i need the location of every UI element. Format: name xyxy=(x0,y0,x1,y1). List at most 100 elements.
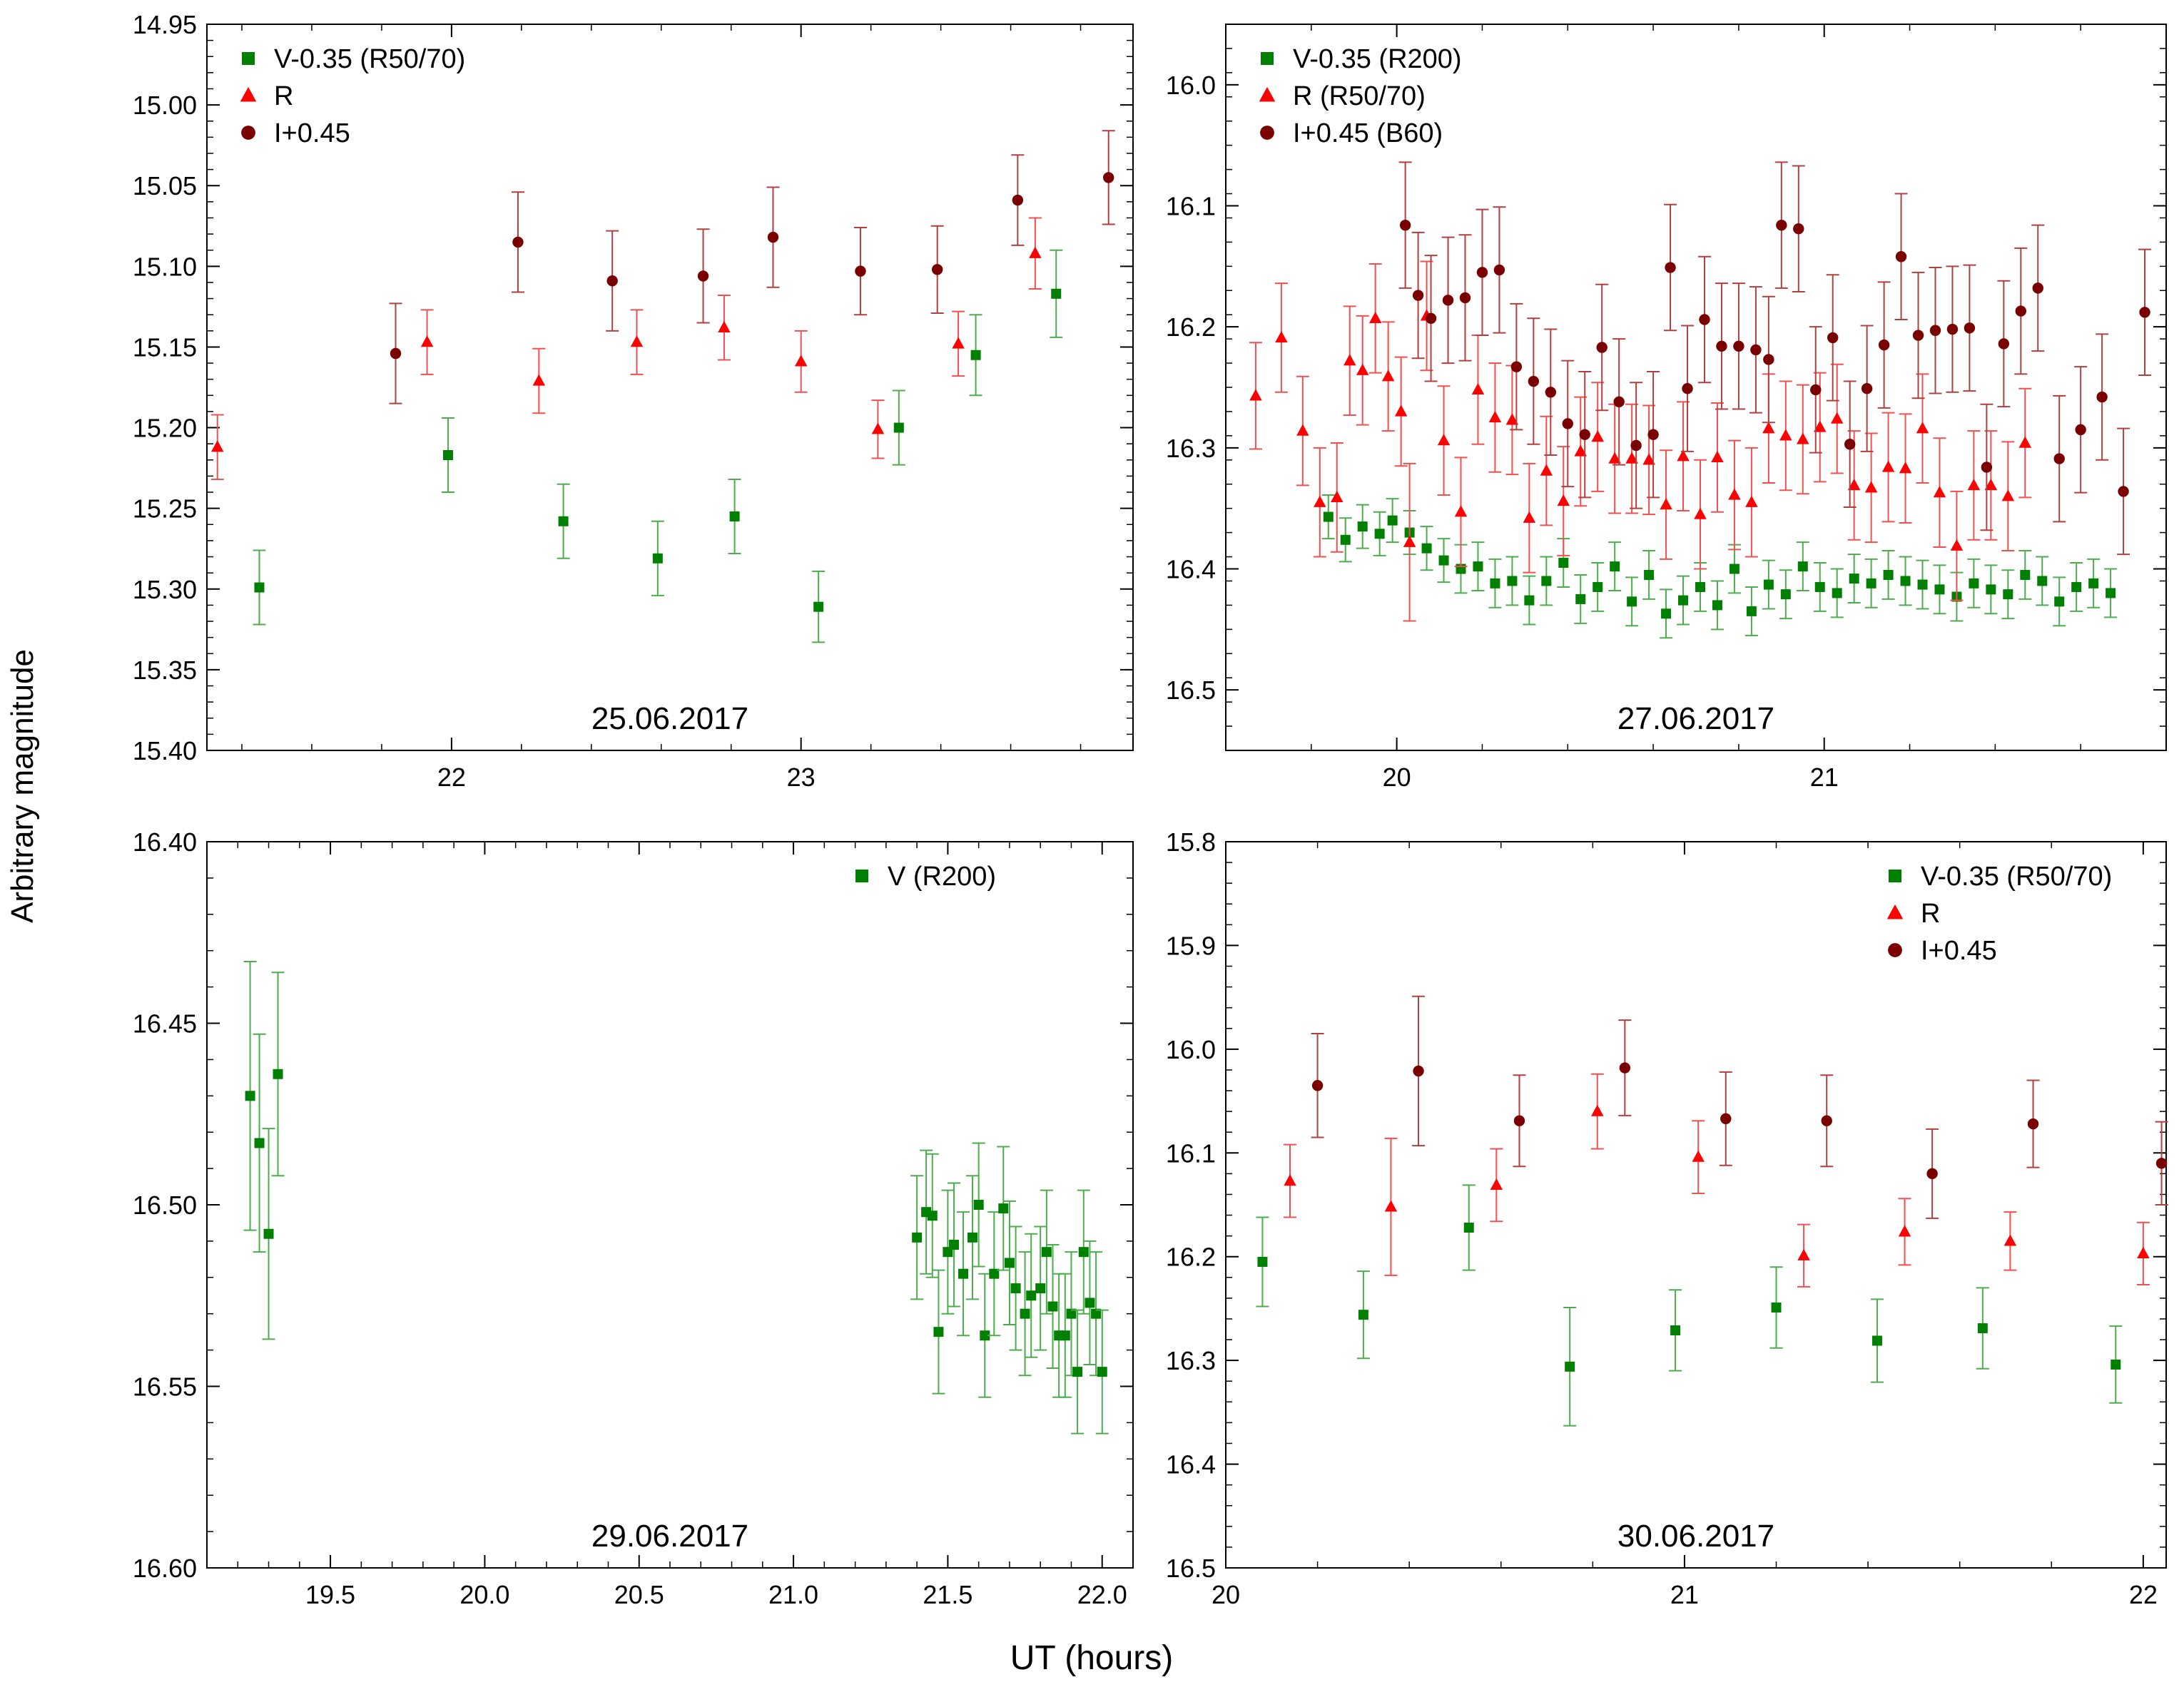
data-point xyxy=(1541,576,1552,586)
legend-marker xyxy=(1886,904,1904,919)
legend-label: V-0.35 (R200) xyxy=(1293,44,1462,74)
data-point xyxy=(1642,453,1655,465)
data-point xyxy=(2037,576,2048,586)
panel-date-title: 29.06.2017 xyxy=(591,1519,748,1554)
legend-label: I+0.45 xyxy=(274,118,350,148)
data-point xyxy=(1399,219,1411,231)
chart-panel-1: 14.95 15.00 15.05 15.10 15.15 15.20 15.25 15.30… xyxy=(133,10,1134,792)
chart-panel-4: 15.8 15.9 16.0 16.1 16.2 16.3 16.4 16.520 21 22 V-… xyxy=(1166,827,2168,1609)
data-point xyxy=(1750,344,1762,356)
data-point xyxy=(697,270,709,282)
data-point xyxy=(1323,511,1334,522)
y-tick-label: 16.4 xyxy=(1166,1450,1216,1479)
data-point xyxy=(1413,1065,1424,1077)
data-point xyxy=(1004,1258,1015,1268)
data-point xyxy=(2018,436,2032,448)
chart-panel-2: 16.0 16.1 16.2 16.3 16.4 16.5 20 21 V-0.35 (R200… xyxy=(1166,24,2167,792)
data-point xyxy=(1776,219,1787,231)
data-point xyxy=(1356,363,1369,375)
data-point xyxy=(1490,578,1500,588)
data-point xyxy=(1249,389,1262,401)
y-tick-label: 15.00 xyxy=(133,91,197,120)
data-point xyxy=(980,1330,990,1341)
x-tick-label: 21 xyxy=(1670,1580,1699,1609)
data-point xyxy=(767,231,779,243)
data-point xyxy=(1565,1361,1575,1372)
data-point xyxy=(1871,1335,1882,1346)
data-point xyxy=(1421,543,1432,554)
data-point xyxy=(1661,608,1672,619)
data-point xyxy=(1827,332,1839,344)
data-point xyxy=(1608,452,1621,464)
data-point xyxy=(2053,453,2065,464)
data-point xyxy=(949,1239,960,1250)
y-tick-label: 16.45 xyxy=(133,1009,197,1039)
data-point xyxy=(2015,305,2027,317)
data-point xyxy=(970,350,981,360)
data-point xyxy=(245,1091,255,1101)
data-point xyxy=(794,355,808,367)
data-point xyxy=(1797,1248,1810,1260)
y-tick-label: 14.95 xyxy=(133,10,197,39)
data-point xyxy=(1454,505,1468,517)
data-point xyxy=(1844,439,1856,450)
data-point xyxy=(1647,429,1659,440)
legend-marker xyxy=(1259,86,1276,102)
data-point xyxy=(1384,1200,1398,1212)
data-point xyxy=(2071,581,2082,592)
data-point xyxy=(1861,382,1873,394)
data-point xyxy=(1331,490,1344,503)
plot-frame xyxy=(1225,841,2167,1569)
data-point xyxy=(2054,596,2065,607)
data-point xyxy=(1630,439,1642,452)
legend-label: I+0.45 xyxy=(1921,936,1997,966)
y-tick-label: 16.3 xyxy=(1166,434,1216,463)
data-point xyxy=(2001,489,2015,501)
data-point xyxy=(952,337,965,349)
data-point xyxy=(1505,413,1519,425)
data-point xyxy=(1490,1178,1503,1191)
data-point xyxy=(1394,404,1408,417)
legend-marker xyxy=(1260,126,1274,140)
data-point xyxy=(1524,595,1535,606)
x-tick-label: 21.0 xyxy=(768,1580,818,1609)
data-point xyxy=(1899,462,1912,474)
data-point xyxy=(1610,561,1620,572)
legend-marker xyxy=(1261,52,1274,65)
data-point xyxy=(1488,410,1502,423)
data-point xyxy=(912,1232,923,1243)
data-point xyxy=(1387,515,1398,526)
data-point xyxy=(1078,1247,1089,1258)
y-tick-label: 15.10 xyxy=(133,252,197,281)
data-point xyxy=(1513,1115,1525,1126)
y-tick-label: 16.40 xyxy=(133,827,197,857)
data-point xyxy=(1368,311,1382,323)
data-point xyxy=(1883,569,1894,580)
data-point xyxy=(1528,375,1540,387)
x-tick-label: 20 xyxy=(1383,763,1411,792)
data-point xyxy=(1357,521,1368,532)
data-point xyxy=(1507,576,1518,586)
data-point xyxy=(1047,1301,1058,1312)
legend-label: R xyxy=(274,81,293,111)
y-tick-label: 16.1 xyxy=(1166,1138,1216,1168)
data-point xyxy=(390,347,402,360)
data-point xyxy=(1010,1283,1021,1294)
data-point xyxy=(1644,569,1655,580)
data-point xyxy=(813,601,824,612)
data-point xyxy=(989,1268,1000,1279)
y-tick-label: 16.60 xyxy=(133,1554,197,1583)
y-tick-label: 16.3 xyxy=(1166,1346,1216,1375)
data-point xyxy=(1763,354,1774,365)
data-point xyxy=(1438,555,1449,566)
data-point xyxy=(1012,194,1024,206)
data-point xyxy=(1821,1115,1832,1126)
y-tick-label: 16.0 xyxy=(1166,1035,1216,1064)
data-point xyxy=(1998,338,2010,350)
data-point xyxy=(1562,418,1573,429)
series-V xyxy=(253,249,1063,643)
data-point xyxy=(1029,246,1042,258)
data-point xyxy=(1051,288,1062,299)
x-tick-label: 20.5 xyxy=(614,1580,664,1609)
series-I xyxy=(1398,161,2152,556)
